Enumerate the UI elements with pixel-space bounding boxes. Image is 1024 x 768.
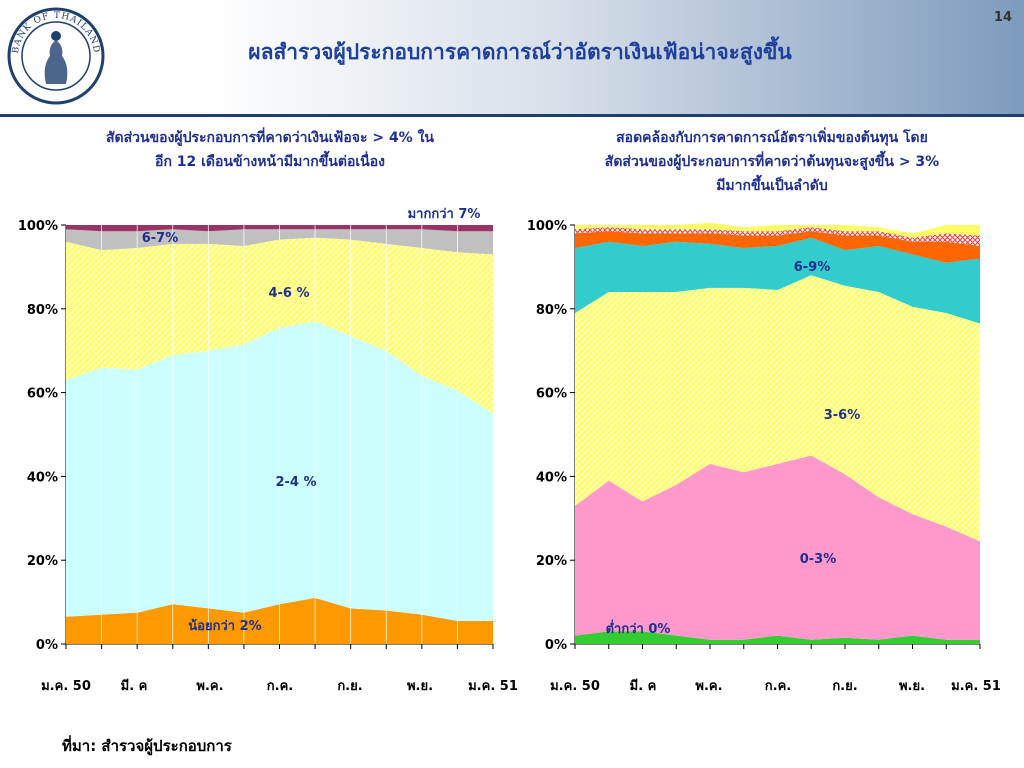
left-chart-x-tick-label: ม.ค. 50 — [41, 679, 91, 694]
left-chart-title-line1: สัดส่วนของผู้ประกอบการที่คาดว่าเงินเฟ้อจ… — [105, 130, 434, 146]
left-chart-y-tick-label: 60% — [27, 387, 58, 402]
left-chart-y-tick-label: 80% — [27, 303, 58, 318]
left-chart-label-less2: น้อยกว่า 2% — [188, 618, 261, 634]
left-chart-label-more7: มากกว่า 7% — [408, 207, 481, 222]
right-chart-title-line2: สัดส่วนของผู้ประกอบการที่คาดว่าต้นทุนจะส… — [604, 154, 940, 170]
left-chart-x-tick-label: พ.ค. — [196, 679, 223, 694]
right-chart-label-below0: ต่ำกว่า 0% — [606, 619, 671, 637]
left-chart-title-line2: อีก 12 เดือนข้างหน้ามีมากขึ้นต่อเนื่อง — [155, 154, 385, 170]
left-chart-y-tick-label: 40% — [27, 470, 58, 485]
right-chart-x-tick-label: พ.ย. — [899, 679, 925, 694]
right-chart-title-line1: สอดคล้องกับการคาดการณ์อัตราเพิ่มของต้นทุ… — [616, 130, 928, 146]
right-chart-x-tick-label: ก.ย. — [832, 679, 857, 694]
page-title: ผลสำรวจผู้ประกอบการคาดการณ์ว่าอัตราเงินเ… — [248, 40, 792, 64]
right-chart-series-5 — [575, 227, 980, 246]
right-chart-y-tick-label: 100% — [527, 219, 567, 234]
right-chart-x-tick-label: มี. ค — [630, 678, 657, 694]
right-chart-series-0 — [575, 631, 980, 644]
left-chart-y-tick-label: 0% — [36, 638, 58, 653]
right-chart-y-tick-label: 40% — [536, 470, 567, 485]
left-chart-label-s67: 6-7% — [142, 231, 179, 246]
right-chart-y-tick-label: 20% — [536, 554, 567, 569]
right-chart-series-4 — [575, 231, 980, 263]
source-note: ที่มา: สำรวจผู้ประกอบการ — [62, 737, 232, 755]
left-chart-y-tick-label: 100% — [18, 219, 58, 234]
right-chart-x-tick-label: พ.ค. — [695, 679, 722, 694]
left-chart: 0% 20% 40% 60% 80% 100% ม.ค. 50 มี. ค พ.ค. ก.ค. ก.… — [18, 207, 518, 694]
left-chart-label-s24: 2-4 % — [275, 475, 316, 490]
right-chart-x-tick-label: ม.ค. 51 — [951, 679, 1001, 694]
right-chart-series-1 — [575, 455, 980, 640]
left-chart-x-tick-label: ก.ย. — [337, 679, 362, 694]
right-chart: 0% 20% 40% 60% 80% 100% ม.ค. 50 มี. ค พ.ค. ก.ค. ก.… — [527, 219, 1001, 694]
left-chart-label-s46: 4-6 % — [268, 286, 309, 301]
left-chart-y-tick-label: 20% — [27, 554, 58, 569]
right-chart-y-tick-label: 0% — [545, 638, 567, 653]
left-chart-title: สัดส่วนของผู้ประกอบการที่คาดว่าเงินเฟ้อจ… — [20, 126, 520, 174]
right-chart-x-tick-label: ก.ค. — [765, 679, 791, 694]
right-chart-x-tick-label: ม.ค. 50 — [550, 679, 600, 694]
right-chart-y-tick-label: 80% — [536, 303, 567, 318]
left-chart-x-tick-label: ก.ค. — [267, 679, 293, 694]
right-chart-title-line3: มีมากขึ้นเป็นลำดับ — [716, 178, 828, 194]
header-band — [0, 0, 1024, 114]
right-chart-label-s03: 0-3% — [800, 552, 837, 567]
right-chart-label-s69: 6-9% — [794, 260, 831, 275]
right-chart-y-tick-label: 60% — [536, 387, 567, 402]
right-chart-label-s36: 3-6% — [824, 408, 861, 423]
left-chart-x-tick-label: พ.ย. — [407, 679, 433, 694]
right-chart-title: สอดคล้องกับการคาดการณ์อัตราเพิ่มของต้นทุ… — [520, 126, 1024, 198]
page-number: 14 — [993, 10, 1012, 25]
left-chart-x-tick-label: มี. ค — [121, 678, 148, 694]
right-chart-series-6 — [575, 222, 980, 238]
bank-of-thailand-logo-icon: BANK OF THAILAND — [7, 7, 105, 105]
left-chart-x-tick-label: ม.ค. 51 — [468, 679, 518, 694]
right-chart-series-2 — [575, 275, 980, 542]
header-rule — [0, 114, 1024, 117]
right-chart-series-3 — [575, 237, 980, 324]
